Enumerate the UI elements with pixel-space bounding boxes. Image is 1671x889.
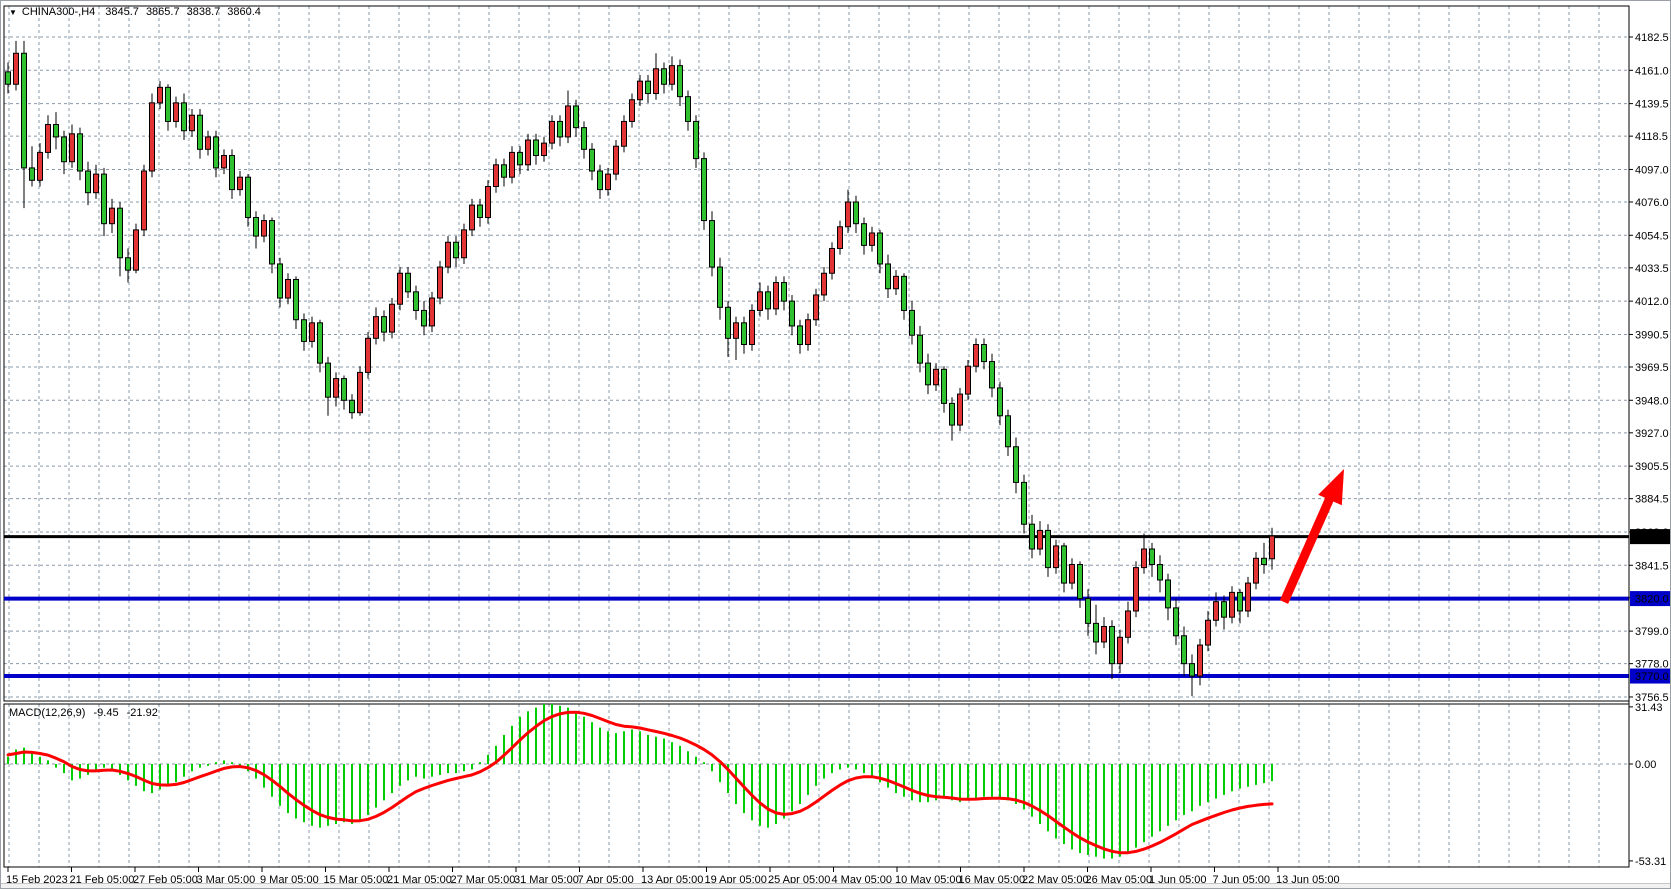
price-tick-label: 4118.5 (1635, 131, 1668, 143)
macd-tick-label: 31.43 (1635, 702, 1663, 714)
price-badge-label: 3770.0 (1635, 671, 1669, 683)
price-tick-label: 3969.5 (1635, 362, 1669, 374)
symbol-period-label: CHINA300-,H4 (21, 6, 96, 18)
grid-lines (4, 6, 1630, 867)
trend-arrow-annotation[interactable] (1279, 469, 1344, 604)
close-value: 3860.4 (227, 6, 261, 18)
macd-tick-label: 0.00 (1635, 759, 1656, 771)
price-badge-label: 3820.0 (1635, 594, 1669, 606)
price-tick-label: 4054.5 (1635, 230, 1669, 242)
price-tick-label: 3841.5 (1635, 560, 1669, 572)
price-tick-label: 3905.5 (1635, 461, 1669, 473)
price-tick-label: 3778.0 (1635, 659, 1669, 671)
price-tick-label: 3948.0 (1635, 395, 1669, 407)
chart-ohlc-header: ▼ CHINA300-,H4 3845.7 3865.7 3838.7 3860… (9, 5, 268, 19)
window-resize-strip (1, 883, 1670, 888)
candles-layer (5, 40, 1275, 697)
open-value: 3845.7 (105, 6, 139, 18)
price-line-badges: 3860.0 3820.0 3770.0 (1630, 529, 1670, 684)
panel-frames (3, 5, 1630, 868)
high-value: 3865.7 (145, 6, 180, 18)
price-tick-label: 3990.5 (1635, 329, 1669, 341)
price-tick-label: 4182.5 (1635, 32, 1669, 44)
price-tick-label: 4097.0 (1635, 164, 1669, 176)
macd-signal-value: -21.92 (126, 707, 158, 719)
support-resistance-lines[interactable] (4, 535, 1629, 679)
symbol-dropdown-icon[interactable]: ▼ (9, 7, 17, 17)
price-tick-label: 3927.0 (1635, 428, 1669, 440)
price-tick-label: 4139.5 (1635, 99, 1669, 111)
price-tick-label: 4012.0 (1635, 296, 1669, 308)
macd-indicator-label: MACD(12,26,9) -9.45 -21.92 (9, 707, 163, 719)
macd-name: MACD(12,26,9) (9, 707, 86, 719)
price-axis[interactable]: 4182.5 4161.0 4139.5 4118.5 4097.0 4076.0 4054… (1628, 6, 1669, 868)
price-tick-label: 3884.5 (1635, 494, 1669, 506)
macd-main-value: -9.45 (93, 707, 119, 719)
price-tick-label: 3756.5 (1635, 692, 1669, 704)
price-tick-label: 3799.0 (1635, 626, 1669, 638)
price-badge-label: 3860.0 (1635, 532, 1669, 544)
price-tick-label: 4161.0 (1635, 65, 1669, 77)
macd-tick-label: -53.31 (1635, 856, 1666, 868)
low-value: 3838.7 (186, 6, 221, 18)
price-tick-label: 4033.5 (1635, 263, 1669, 275)
macd-layer (6, 704, 1274, 859)
price-tick-label: 4076.0 (1635, 197, 1669, 209)
